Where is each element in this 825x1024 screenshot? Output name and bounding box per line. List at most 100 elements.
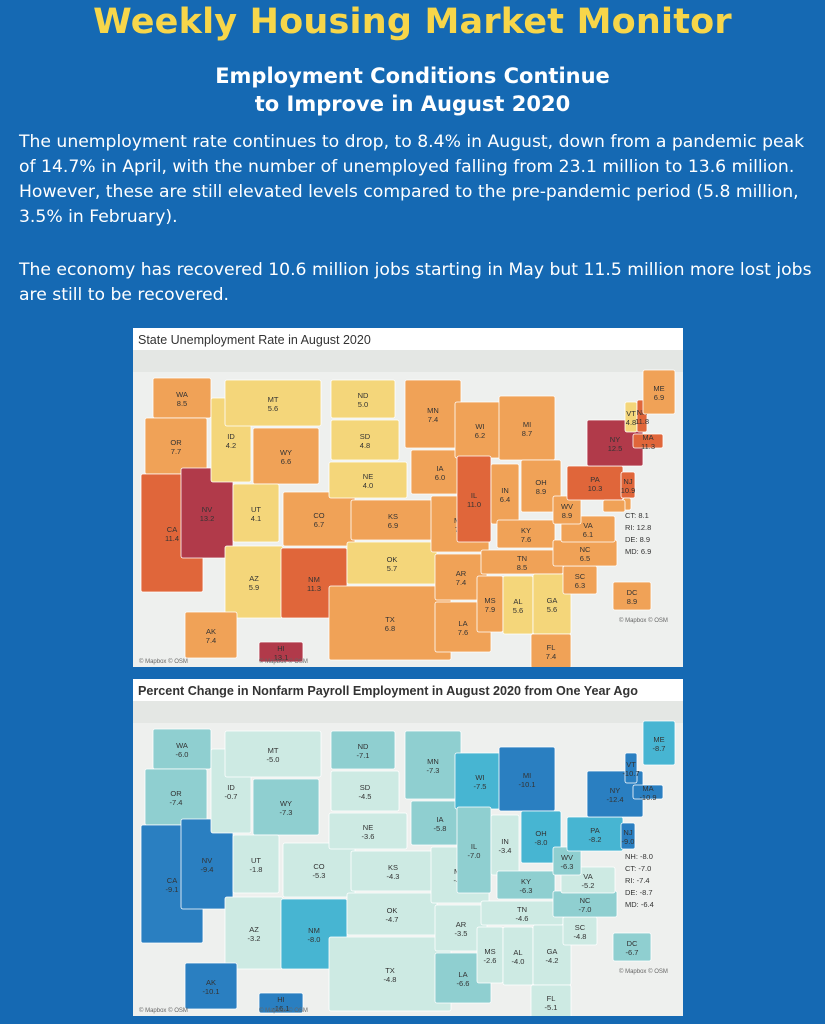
state-value-la: 7.6 bbox=[458, 628, 468, 637]
state-code-ny: NY bbox=[610, 786, 620, 795]
state-value-nc: -7.0 bbox=[579, 905, 592, 914]
state-code-or: OR bbox=[170, 438, 182, 447]
state-value-ar: 7.4 bbox=[456, 578, 466, 587]
state-shape-dc[interactable] bbox=[612, 581, 652, 611]
state-code-oh: OH bbox=[535, 478, 546, 487]
state-shape-ut[interactable] bbox=[232, 834, 280, 894]
state-value-oh: 8.9 bbox=[536, 487, 546, 496]
state-value-nv: 13.2 bbox=[200, 514, 215, 523]
state-value-or: -7.4 bbox=[170, 798, 183, 807]
state-code-ak: AK bbox=[206, 627, 216, 636]
state-code-mt: MT bbox=[268, 746, 279, 755]
state-shape-ky[interactable] bbox=[496, 519, 556, 549]
state-code-ar: AR bbox=[456, 569, 467, 578]
state-code-az: AZ bbox=[249, 574, 259, 583]
state-shape-ma[interactable] bbox=[632, 784, 664, 800]
mapbox-attribution-0: © Mapbox © OSM bbox=[139, 1007, 188, 1014]
state-value-sd: 4.8 bbox=[360, 441, 370, 450]
state-shape-nd[interactable] bbox=[330, 730, 396, 770]
mapbox-attribution-1: © Mapbox © OSM bbox=[259, 658, 308, 665]
state-value-ga: 5.6 bbox=[547, 605, 557, 614]
state-value-wv: 8.9 bbox=[562, 511, 572, 520]
state-code-ne: NE bbox=[363, 472, 373, 481]
state-value-fl: 7.4 bbox=[546, 652, 556, 661]
state-value-mi: 8.7 bbox=[522, 429, 532, 438]
state-shape-ma[interactable] bbox=[632, 433, 664, 449]
state-shape-dc[interactable] bbox=[612, 932, 652, 962]
state-value-id: -0.7 bbox=[225, 792, 238, 801]
state-shape-sd[interactable] bbox=[330, 419, 400, 461]
state-code-az: AZ bbox=[249, 925, 259, 934]
state-value-co: 6.7 bbox=[314, 520, 324, 529]
state-value-ar: -3.5 bbox=[455, 929, 468, 938]
state-code-wv: WV bbox=[561, 853, 573, 862]
state-code-nv: NV bbox=[202, 856, 212, 865]
state-value-in: 6.4 bbox=[500, 495, 510, 504]
state-value-ks: 6.9 bbox=[388, 521, 398, 530]
state-shape-nj[interactable] bbox=[620, 822, 636, 850]
state-code-sc: SC bbox=[575, 923, 586, 932]
mapbox-attribution-1: © Mapbox © OSM bbox=[259, 1007, 308, 1014]
state-shape-oh[interactable] bbox=[520, 459, 562, 513]
state-shape-sd[interactable] bbox=[330, 770, 400, 812]
state-code-sd: SD bbox=[360, 432, 371, 441]
state-shape-fl[interactable] bbox=[530, 984, 572, 1016]
state-shape-ak[interactable] bbox=[184, 611, 238, 659]
state-value-wy: 6.6 bbox=[281, 457, 291, 466]
state-shape-mt[interactable] bbox=[224, 379, 322, 427]
state-shape-wy[interactable] bbox=[252, 427, 320, 485]
state-code-id: ID bbox=[227, 432, 235, 441]
payroll-map-svg[interactable]: WA-6.0OR-7.4CA-9.1NV-9.4ID-0.7MT-5.0WY-7… bbox=[133, 701, 683, 1016]
state-shape-ne[interactable] bbox=[328, 812, 408, 850]
unemployment-map-svg[interactable]: WA8.5OR7.7CA11.4NV13.2ID4.2MT5.6WY6.6UT4… bbox=[133, 350, 683, 667]
small-state-note-2: RI: -7.4 bbox=[625, 876, 650, 885]
state-shape-ak[interactable] bbox=[184, 962, 238, 1010]
small-state-note-4: MD: -6.4 bbox=[625, 900, 654, 909]
state-value-ky: 7.6 bbox=[521, 535, 531, 544]
state-shape-hi[interactable] bbox=[258, 641, 304, 663]
state-code-ny: NY bbox=[610, 435, 620, 444]
unemployment-map[interactable]: WA 8.5 OR 7.7 CA 11.4 NV 13.2 ID 4.2 MT 5.6 WY 6.6 UT 4… bbox=[133, 350, 683, 667]
state-shape-vt[interactable] bbox=[624, 752, 638, 784]
state-shape-ky[interactable] bbox=[496, 870, 556, 900]
state-value-al: 5.6 bbox=[513, 606, 523, 615]
state-code-fl: FL bbox=[547, 994, 556, 1003]
state-shape-fl[interactable] bbox=[530, 633, 572, 667]
state-shape-hi[interactable] bbox=[258, 992, 304, 1014]
state-code-co: CO bbox=[313, 862, 324, 871]
state-shape-mt[interactable] bbox=[224, 730, 322, 778]
small-state-note-0: NH: -8.0 bbox=[625, 852, 653, 861]
state-value-wa: -6.0 bbox=[176, 750, 189, 759]
state-shape-me[interactable] bbox=[642, 720, 676, 766]
state-code-ms: MS bbox=[484, 947, 495, 956]
subtitle-line-2: to Improve in August 2020 bbox=[254, 92, 571, 116]
state-shape-ut[interactable] bbox=[232, 483, 280, 543]
state-code-nj: NJ bbox=[623, 828, 632, 837]
state-value-ky: -6.3 bbox=[520, 886, 533, 895]
state-value-va: 6.1 bbox=[583, 530, 593, 539]
small-state-note-1: RI: 12.8 bbox=[625, 523, 651, 532]
state-code-ma: MA bbox=[642, 433, 653, 442]
state-code-co: CO bbox=[313, 511, 324, 520]
state-shape-md[interactable] bbox=[602, 499, 626, 513]
state-code-nj: NJ bbox=[623, 477, 632, 486]
state-value-ms: 7.9 bbox=[485, 605, 495, 614]
state-code-mi: MI bbox=[523, 771, 531, 780]
state-code-ia: IA bbox=[436, 815, 443, 824]
payroll-map[interactable]: WA -6.0 OR -7.4 CA -9.1 NV -9.4 ID -0.7 MT -5.0 WY -7… bbox=[133, 701, 683, 1016]
state-shape-me[interactable] bbox=[642, 369, 676, 415]
state-code-ok: OK bbox=[387, 906, 398, 915]
state-shape-nd[interactable] bbox=[330, 379, 396, 419]
state-code-mt: MT bbox=[268, 395, 279, 404]
state-code-nc: NC bbox=[580, 896, 591, 905]
state-value-nc: 6.5 bbox=[580, 554, 590, 563]
state-value-ga: -4.2 bbox=[546, 956, 559, 965]
state-shape-oh[interactable] bbox=[520, 810, 562, 864]
state-code-wa: WA bbox=[176, 741, 188, 750]
state-shape-ne[interactable] bbox=[328, 461, 408, 499]
state-value-mn: -7.3 bbox=[427, 766, 440, 775]
state-code-or: OR bbox=[170, 789, 182, 798]
state-value-hi: -16.1 bbox=[272, 1004, 289, 1013]
state-code-fl: FL bbox=[547, 643, 556, 652]
state-shape-wy[interactable] bbox=[252, 778, 320, 836]
